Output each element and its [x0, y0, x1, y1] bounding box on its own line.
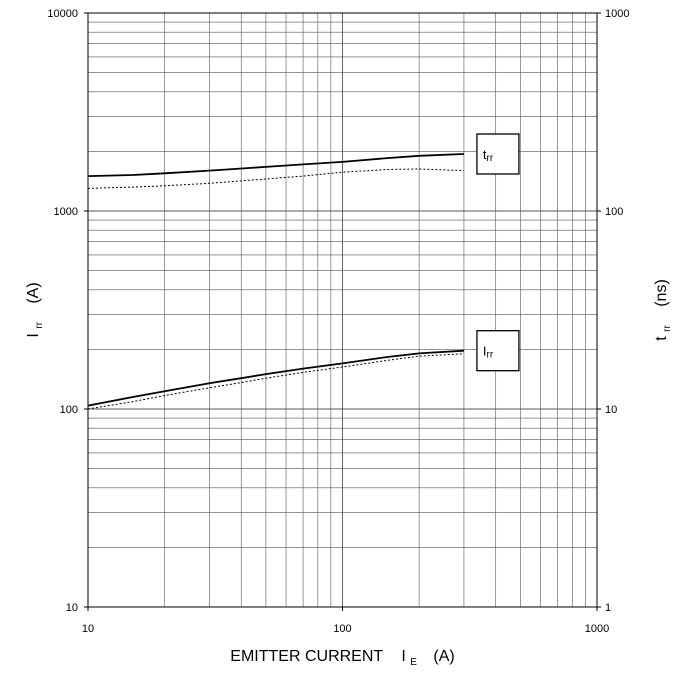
- y-left-tick-label: 10000: [47, 8, 78, 20]
- series-label-irr: Irr: [476, 330, 520, 372]
- y-left-tick-label: 100: [60, 404, 78, 416]
- x-axis-label: EMITTER CURRENT I E (A): [230, 648, 454, 669]
- series-label-trr-box: [476, 133, 520, 175]
- y-right-label-sub: rr: [662, 325, 673, 332]
- grid: [88, 13, 597, 607]
- x-tick-label: 1000: [585, 623, 609, 635]
- y-right-tick-label: 100: [605, 206, 623, 218]
- series-label-irr-box: [476, 330, 520, 372]
- y-right-tick-label: 10: [605, 404, 617, 416]
- x-tick-label: 100: [333, 623, 351, 635]
- y-left-label-symbol: I: [25, 333, 42, 337]
- series-label-trr-text: trr: [483, 147, 494, 164]
- y-left-label-unit: (A): [25, 282, 42, 303]
- y-axis-left-label: I rr (A): [25, 282, 46, 337]
- y-right-label-unit: (ns): [653, 279, 670, 307]
- x-tick-label: 10: [82, 623, 94, 635]
- series-label-irr-text: Irr: [483, 344, 494, 361]
- y-right-label-symbol: t: [653, 336, 670, 341]
- series-line-trr-dotted: [87, 168, 464, 189]
- series-line-trr-solid: [87, 153, 464, 177]
- y-axis-right-label: t rr (ns): [653, 279, 674, 341]
- x-axis-label-sub: E: [410, 657, 417, 668]
- series-line-irr-dotted: [87, 353, 464, 410]
- y-left-label-sub: rr: [34, 321, 45, 328]
- y-right-tick-label: 1: [605, 602, 611, 614]
- y-left-tick-label: 1000: [54, 206, 78, 218]
- tick-labels: 10 100 1000 10 100 1000 10000 1 10 100 1000: [47, 8, 629, 635]
- x-axis-label-symbol: I: [401, 648, 405, 665]
- series-layer: [87, 153, 464, 410]
- x-axis-label-main: EMITTER CURRENT: [230, 648, 383, 665]
- x-axis-label-unit: (A): [433, 648, 454, 665]
- series-label-trr: trr: [476, 133, 520, 175]
- series-line-irr-solid: [87, 349, 464, 407]
- y-right-tick-label: 1000: [605, 8, 629, 20]
- y-left-tick-label: 10: [66, 602, 78, 614]
